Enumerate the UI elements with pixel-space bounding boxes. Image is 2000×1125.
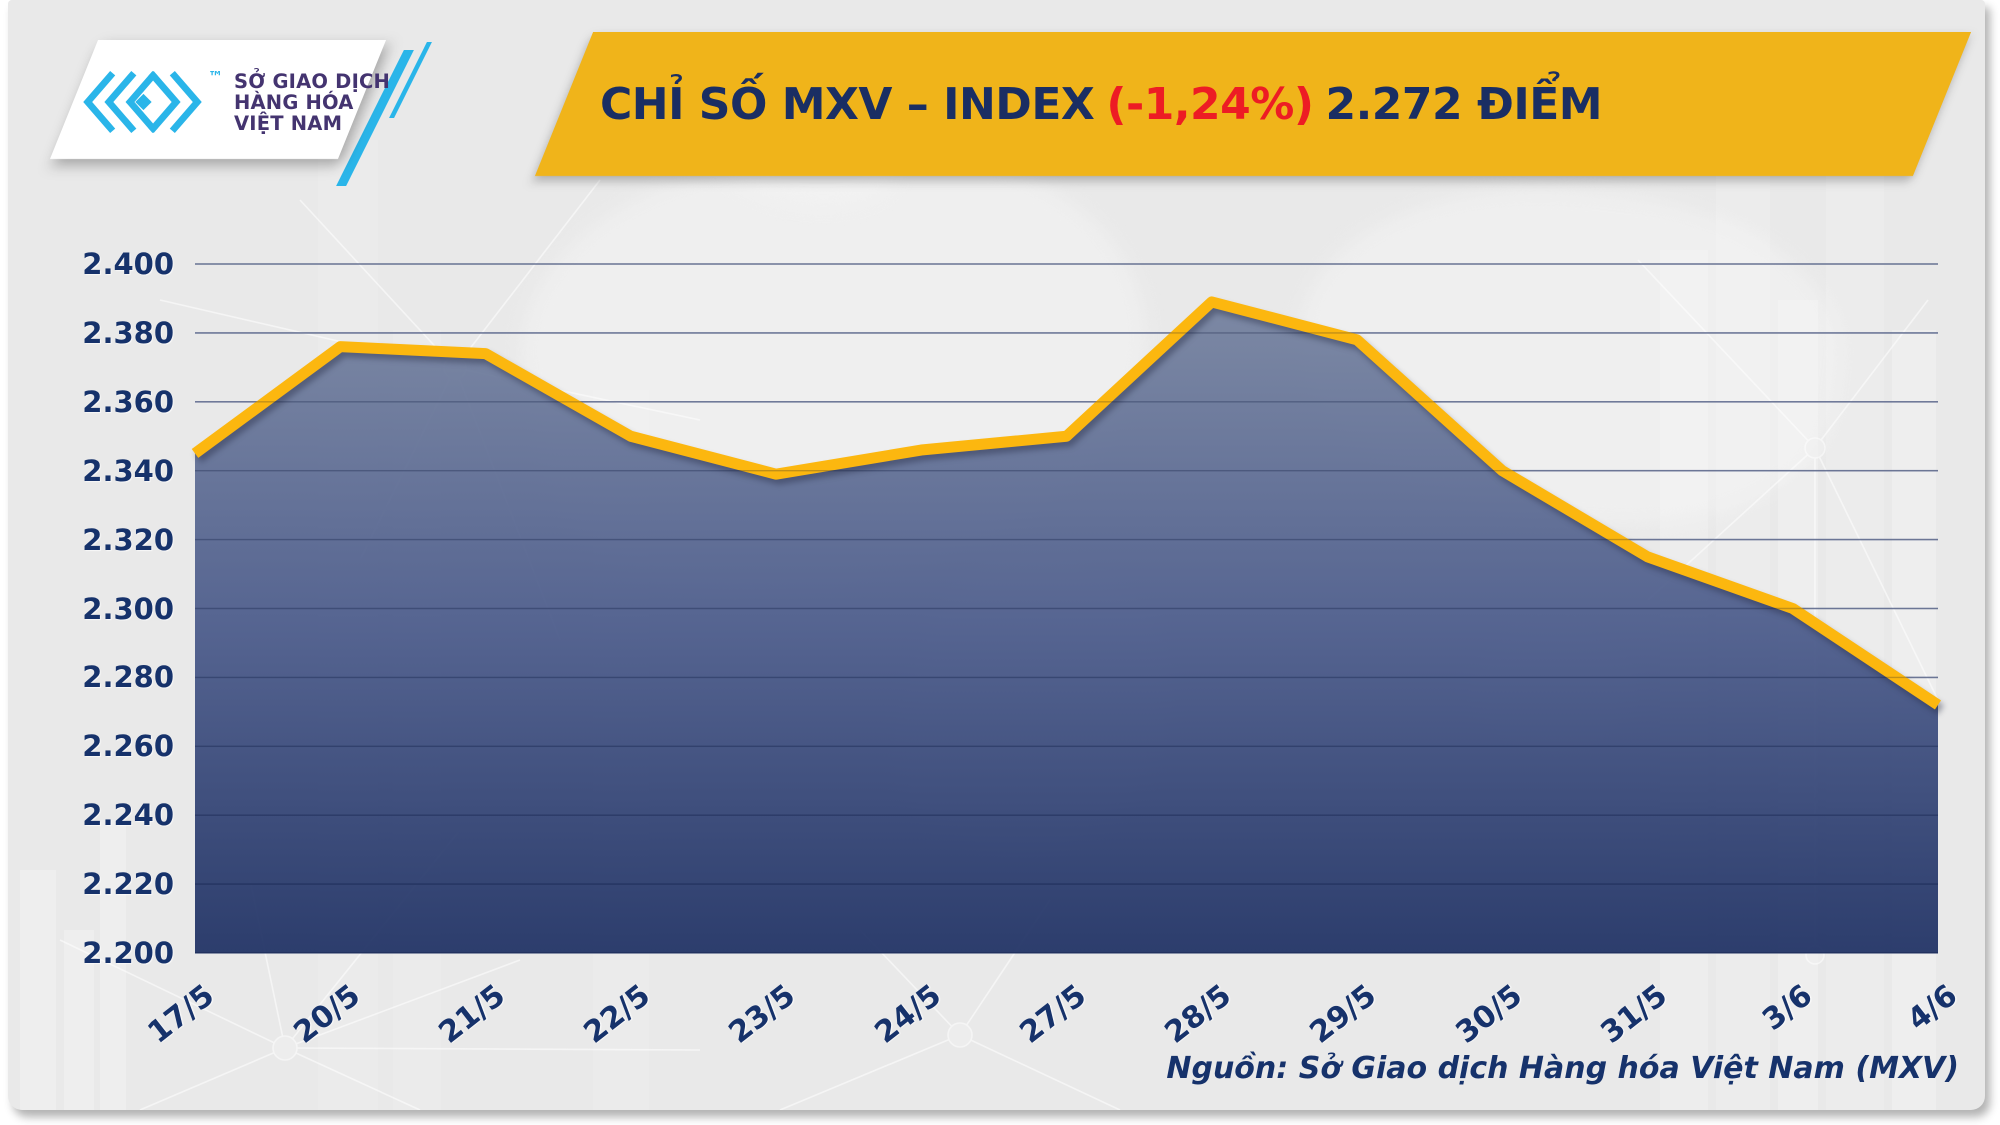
y-axis-label: 2.240 [82, 798, 174, 833]
index-area-fill [195, 301, 1938, 953]
y-axis-label: 2.260 [82, 729, 174, 764]
trademark-symbol: ™ [208, 68, 223, 86]
org-name-line2: HÀNG HÓA [234, 90, 354, 114]
chart-card: 2.200 2.220 2.240 2.260 2.280 2.300 2.320 2.340… [8, 0, 1985, 1110]
chart-title: CHỈ SỐ MXV – INDEX (-1,24%) 2.272 ĐIỂM [600, 32, 1603, 176]
index-line [191, 296, 1942, 710]
y-axis-label: 2.360 [82, 384, 174, 419]
y-axis-label: 2.200 [82, 936, 174, 970]
org-name-line1: SỞ GIAO DỊCH [234, 70, 391, 93]
gridlines-overlay [195, 263, 1938, 954]
y-axis-label: 2.220 [82, 867, 174, 902]
mxv-org-name: SỞ GIAO DỊCH HÀNG HÓA VIỆT NAM [234, 70, 391, 135]
y-axis-label: 2.340 [82, 453, 174, 488]
y-axis-label: 2.280 [82, 660, 174, 695]
index-area-chart [20, 120, 1942, 1110]
y-axis-label: 2.380 [82, 315, 174, 350]
y-axis-label: 2.400 [82, 247, 174, 281]
y-axis-label: 2.300 [82, 591, 174, 626]
y-axis-label: 2.320 [82, 522, 174, 557]
org-name-line3: VIỆT NAM [234, 111, 343, 135]
chart-title-value: 2.272 ĐIỂM [1325, 78, 1603, 130]
chart-title-main: CHỈ SỐ MXV – INDEX [600, 78, 1095, 130]
mxv-logo-icon [83, 70, 202, 134]
chart-title-change: (-1,24%) [1106, 78, 1314, 130]
source-note: Nguồn: Sở Giao dịch Hàng hóa Việt Nam (M… [1166, 1051, 1959, 1086]
